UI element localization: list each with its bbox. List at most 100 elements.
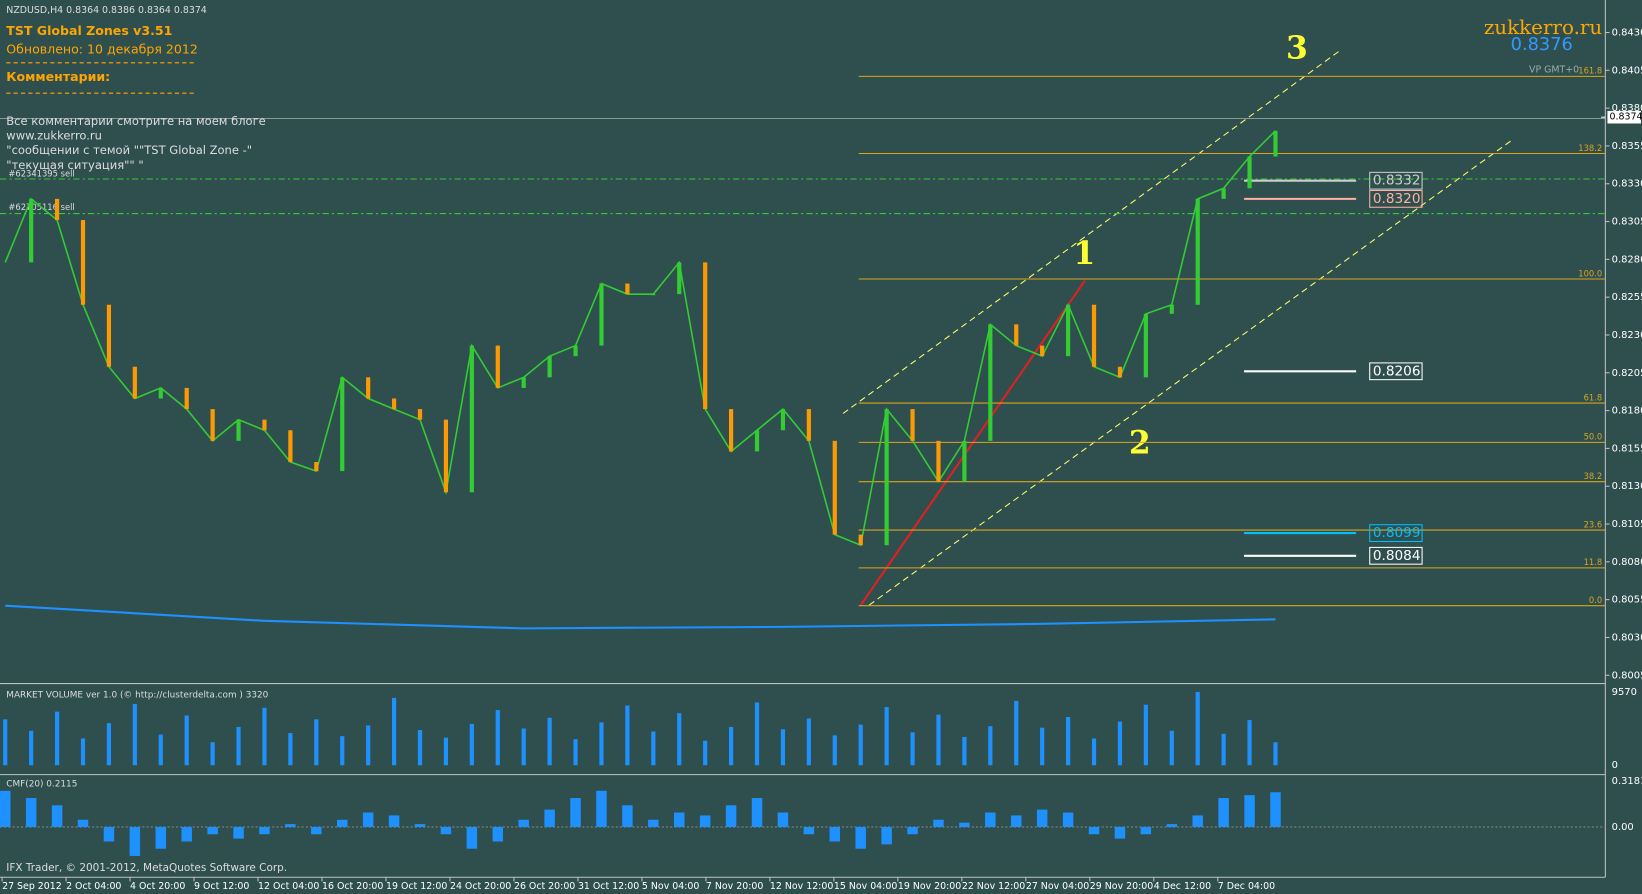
volume-bar xyxy=(80,738,86,766)
cmf-bar xyxy=(1114,827,1126,839)
volume-bar xyxy=(1143,704,1148,766)
cmf-bar xyxy=(985,812,996,828)
candle xyxy=(806,409,811,441)
panel-borders xyxy=(0,0,1606,878)
candle xyxy=(417,409,423,420)
candle xyxy=(936,440,941,482)
fib-label: 0.0 xyxy=(1589,595,1602,605)
candle xyxy=(962,440,967,482)
candle xyxy=(1169,304,1174,314)
time-label: 31 Oct 12:00 xyxy=(578,881,639,892)
candle xyxy=(1143,313,1148,378)
cmf-bar xyxy=(51,805,63,828)
candle xyxy=(547,356,552,378)
fib-label: 61.8 xyxy=(1584,392,1603,402)
volume-bar xyxy=(210,742,215,766)
candle xyxy=(1091,304,1097,367)
candle xyxy=(651,294,656,296)
time-label: 27 Nov 04:00 xyxy=(1026,881,1089,892)
candle xyxy=(1014,324,1019,346)
updated: Обновлено: 10 декабря 2012 xyxy=(6,42,198,57)
volume-bar xyxy=(1066,716,1071,766)
y-tick-label: 0.8355 xyxy=(1612,141,1642,152)
cmf-bar xyxy=(1270,792,1281,828)
y-tick-label: 0.8205 xyxy=(1612,368,1642,379)
cmf-bar xyxy=(466,827,478,849)
volume-bar xyxy=(651,731,656,766)
volume-bar xyxy=(936,714,941,766)
candle xyxy=(1247,156,1252,189)
time-label: 15 Nov 04:00 xyxy=(834,881,897,892)
zone-label-box xyxy=(1369,524,1423,543)
candle xyxy=(625,283,630,295)
volume-bar xyxy=(262,707,267,766)
volume-bar xyxy=(677,713,682,766)
candle xyxy=(314,462,319,472)
cmf-bar xyxy=(544,809,555,828)
cmf-bar xyxy=(1088,827,1100,835)
cmf-bar xyxy=(1062,812,1074,828)
candle xyxy=(599,283,604,346)
volume-bar xyxy=(1247,720,1252,766)
cmf-bar xyxy=(492,827,504,842)
cmf-bar xyxy=(259,827,270,835)
cmf-bar xyxy=(0,790,11,828)
volume-bar xyxy=(3,719,8,766)
time-label: 16 Oct 20:00 xyxy=(322,881,383,892)
volume-bar xyxy=(547,717,552,766)
zone-label-box xyxy=(1369,189,1423,208)
y-tick-label: 0.3181 xyxy=(1612,776,1642,787)
comment-line: Все комментарии смотрите на моем блоге xyxy=(6,114,265,128)
cmf-bar xyxy=(959,822,970,828)
cmf-bar xyxy=(1166,824,1178,828)
cmf-bar xyxy=(829,827,841,842)
cmf-bar xyxy=(233,827,244,839)
volume-bar xyxy=(288,733,293,766)
cmf-bar xyxy=(1244,795,1255,828)
cmf-bar xyxy=(1011,815,1022,828)
candle xyxy=(832,440,837,535)
y-tick-label: 0.8255 xyxy=(1612,292,1642,303)
comment-line: www.zukkerro.ru xyxy=(6,129,102,143)
cmf-bar xyxy=(362,812,374,828)
cmf-bar xyxy=(181,827,192,842)
candle xyxy=(54,198,60,221)
time-label: 5 Nov 04:00 xyxy=(642,881,699,892)
volume-bar xyxy=(366,725,371,766)
candle xyxy=(495,345,500,388)
cmf-bar xyxy=(77,819,89,828)
zone-label-box xyxy=(1369,171,1423,190)
cmf-bar xyxy=(337,819,348,828)
candle xyxy=(236,419,241,441)
time-label: 27 Sep 2012 xyxy=(2,881,62,892)
volume-title: MARKET VOLUME ver 1.0 (© http://clusterd… xyxy=(6,691,268,701)
cmf-bar xyxy=(570,798,581,828)
y-tick-label: 0.8305 xyxy=(1612,217,1642,228)
candle xyxy=(184,387,189,410)
zone-label-box xyxy=(1369,546,1423,565)
candle xyxy=(910,409,915,441)
volume-bar xyxy=(54,711,60,766)
candle xyxy=(106,304,112,367)
volume-bar xyxy=(1091,738,1097,766)
volume-bar xyxy=(728,726,734,766)
cmf-bar xyxy=(103,827,115,842)
volume-bar xyxy=(703,740,708,766)
cmf-bar xyxy=(596,790,607,828)
cmf-bar xyxy=(907,827,918,835)
cmf-bar xyxy=(1036,809,1048,828)
cmf-bar xyxy=(725,805,737,828)
volume-bar xyxy=(184,715,189,766)
candle xyxy=(988,324,993,441)
time-label: 26 Oct 20:00 xyxy=(514,881,575,892)
volume-bar xyxy=(443,737,449,766)
candle xyxy=(443,419,449,493)
candle xyxy=(521,377,526,388)
